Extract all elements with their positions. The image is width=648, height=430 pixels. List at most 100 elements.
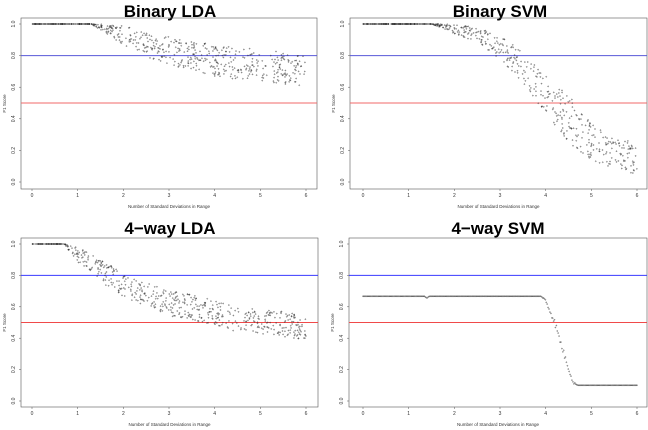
data-point [279, 324, 281, 327]
data-point [297, 321, 299, 324]
data-point [225, 69, 227, 72]
data-point [529, 89, 531, 91]
data-point [53, 23, 55, 25]
data-point [268, 309, 270, 312]
data-point [262, 77, 265, 79]
data-point [451, 29, 454, 32]
data-point [503, 61, 505, 63]
data-point [551, 317, 554, 319]
data-point [104, 272, 107, 275]
data-point [581, 137, 583, 139]
data-point [293, 65, 295, 67]
data-point [485, 31, 488, 33]
data-point [204, 57, 206, 60]
data-point [499, 51, 502, 53]
data-point [233, 67, 236, 69]
data-point [549, 311, 551, 313]
data-point [84, 251, 86, 253]
data-point [575, 139, 578, 142]
data-point [196, 305, 198, 307]
data-point [203, 43, 206, 45]
data-point [175, 40, 178, 43]
x-tick-label: 3 [499, 193, 502, 199]
data-point [418, 295, 420, 298]
data-point [597, 384, 600, 387]
data-point [188, 294, 190, 296]
data-point [278, 334, 280, 336]
data-point [294, 316, 296, 319]
data-point [178, 302, 180, 304]
data-point [576, 114, 578, 117]
data-point [636, 168, 638, 170]
data-point [562, 110, 565, 112]
data-point [177, 66, 180, 68]
data-point [376, 23, 379, 25]
data-point [193, 307, 196, 309]
data-point [515, 56, 518, 59]
data-point [291, 312, 293, 315]
data-point [232, 59, 235, 61]
data-point [576, 146, 578, 149]
data-point [228, 65, 231, 68]
data-point [606, 137, 608, 139]
data-point [465, 295, 468, 298]
data-point [467, 33, 469, 35]
data-point [212, 308, 214, 311]
data-point [519, 295, 522, 298]
data-point [34, 243, 37, 245]
data-point [214, 58, 217, 61]
data-point [264, 315, 266, 317]
data-point [631, 160, 634, 163]
data-point [554, 95, 556, 97]
data-point [290, 327, 292, 329]
data-point [150, 303, 153, 305]
data-point [523, 295, 526, 298]
data-point [251, 308, 254, 310]
data-point [174, 60, 176, 63]
data-point [408, 295, 410, 298]
data-point [266, 321, 269, 324]
data-point [216, 317, 219, 319]
data-point [248, 73, 251, 75]
data-point [436, 25, 438, 27]
data-point [95, 25, 97, 28]
data-point [633, 384, 636, 387]
data-point [76, 252, 78, 254]
x-tick-label: 5 [590, 193, 593, 199]
data-point [545, 75, 548, 78]
data-point [443, 295, 446, 298]
data-point [432, 295, 435, 298]
data-point [142, 44, 145, 46]
data-point [49, 23, 52, 25]
data-point [98, 270, 100, 273]
data-point [366, 295, 369, 298]
data-point [465, 31, 467, 33]
data-point [171, 315, 174, 318]
data-point [252, 52, 255, 54]
data-point [514, 295, 516, 298]
data-point [452, 31, 454, 34]
data-point [210, 310, 212, 313]
data-point [565, 361, 568, 364]
data-point [563, 135, 565, 137]
data-point [64, 243, 66, 246]
data-point [59, 243, 62, 245]
data-point [145, 32, 148, 35]
data-point [266, 326, 268, 328]
data-point [444, 295, 447, 298]
data-point [562, 349, 565, 352]
data-point [523, 83, 526, 85]
data-point [468, 27, 471, 29]
data-point [623, 160, 625, 162]
data-point [255, 70, 258, 72]
data-point [567, 368, 570, 370]
data-point [173, 41, 175, 44]
data-point [111, 27, 114, 30]
data-point [275, 312, 278, 315]
data-point [602, 136, 604, 139]
data-point [76, 253, 79, 255]
data-point [532, 70, 535, 72]
data-point [506, 295, 508, 298]
data-point [75, 249, 77, 251]
